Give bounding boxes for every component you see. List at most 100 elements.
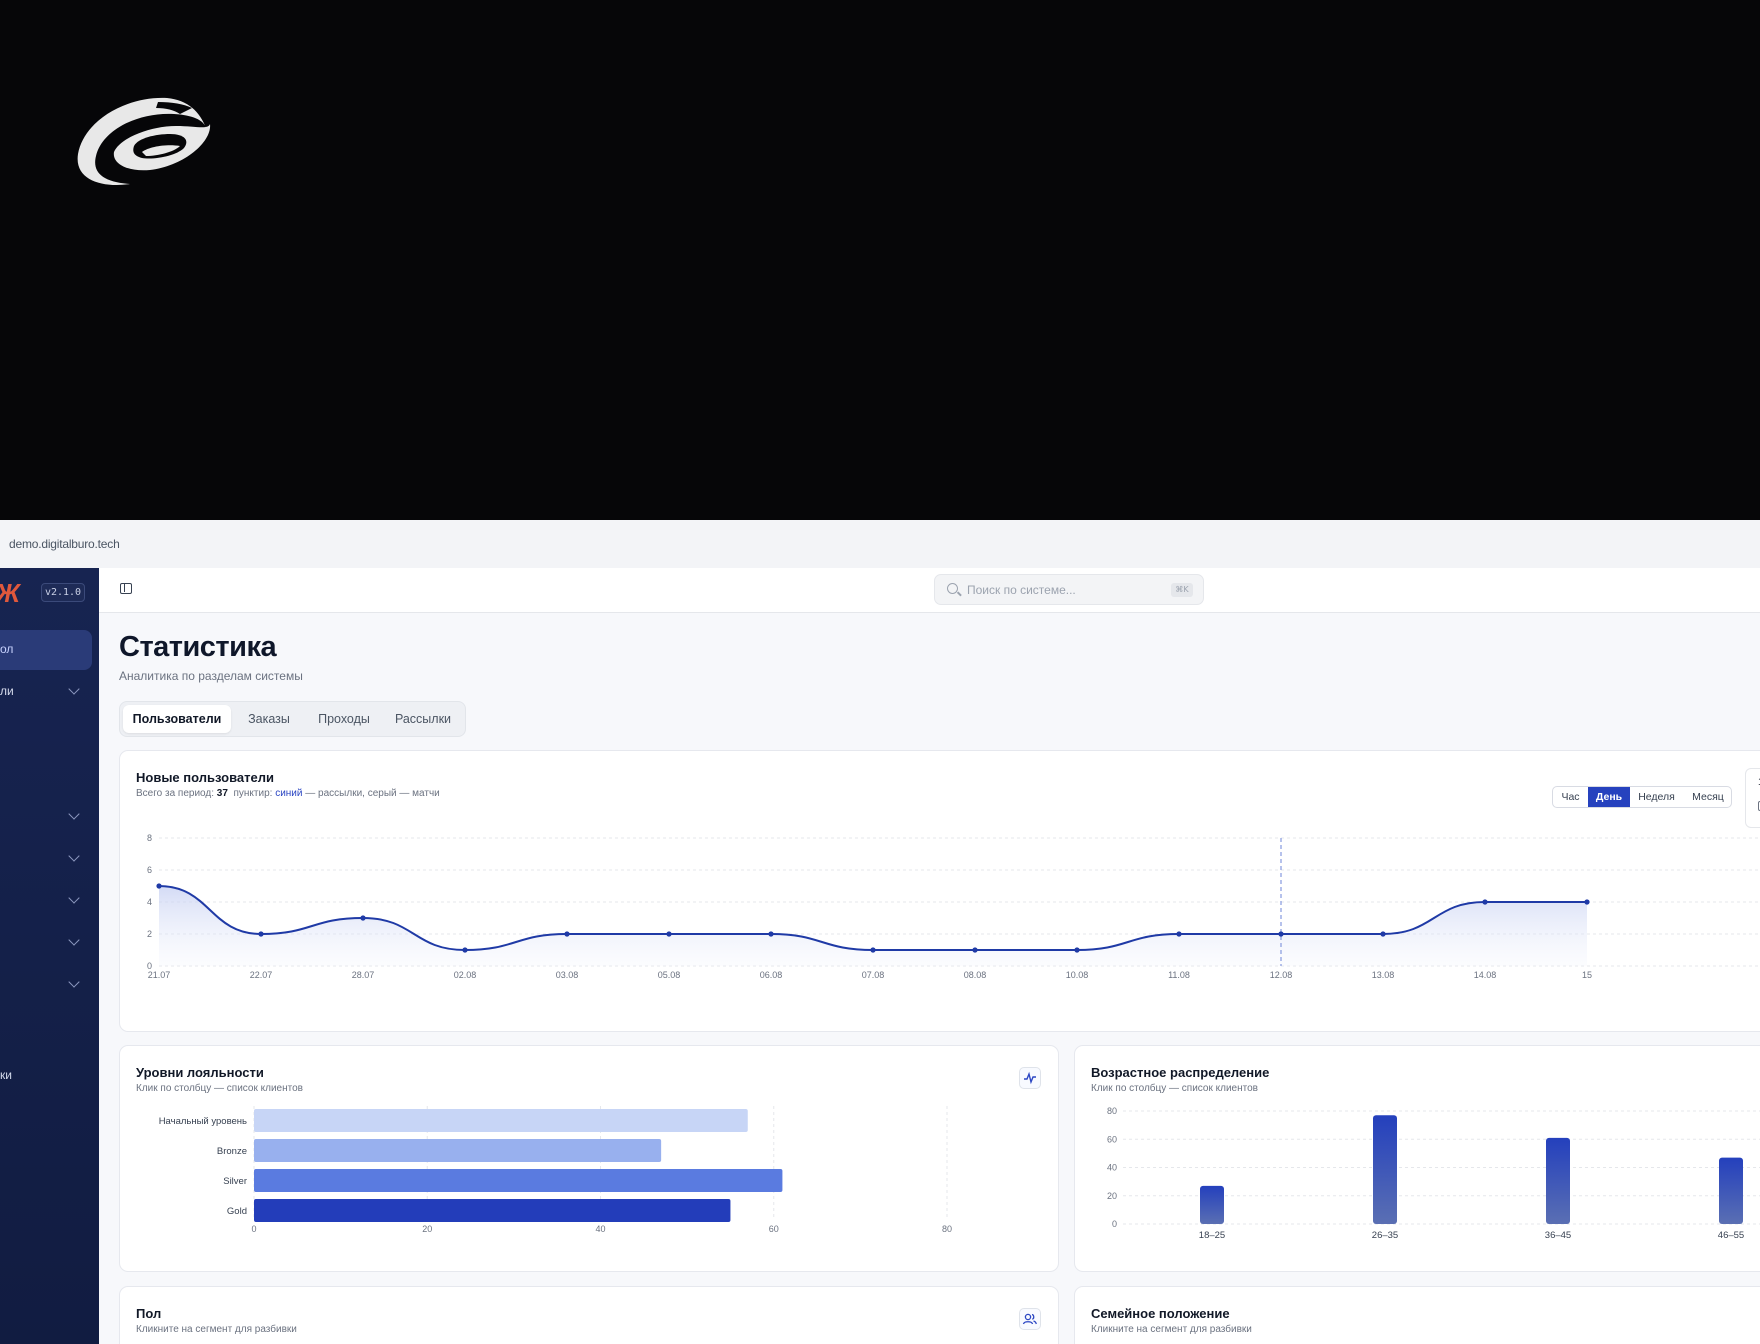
sidebar-item-users[interactable]: ли: [0, 684, 14, 698]
data-point[interactable]: [1074, 947, 1080, 953]
sidebar-toggle-icon[interactable]: [120, 583, 132, 594]
data-point[interactable]: [1482, 899, 1488, 905]
category-label: Gold: [227, 1206, 247, 1217]
sidebar-item-label: ол: [0, 642, 14, 656]
x-tick-label: 08.08: [964, 970, 987, 980]
age-bar[interactable]: [1373, 1115, 1397, 1224]
age-bar-chart[interactable]: 0 20 40 60 80 18–25 26–35 36–45 46–55: [1075, 1106, 1760, 1256]
x-tick-label: 60: [769, 1224, 779, 1234]
data-point[interactable]: [1380, 931, 1386, 937]
chevron-down-icon[interactable]: [68, 892, 80, 904]
x-tick-label: 02.08: [454, 970, 477, 980]
tab-orders[interactable]: Заказы: [248, 712, 290, 726]
activity-icon: [1024, 1071, 1036, 1085]
granularity-month[interactable]: Месяц: [1692, 791, 1724, 803]
range-label: 1 д: [1758, 777, 1760, 788]
y-tick-label: 0: [1112, 1219, 1117, 1229]
card-subtitle: Всего за период: 37 пунктир: синий — рас…: [136, 788, 440, 799]
x-tick-label: 18–25: [1199, 1230, 1225, 1241]
card-title: Семейное положение: [1091, 1306, 1230, 1321]
sidebar-logo[interactable]: Ж: [0, 578, 20, 609]
sidebar-item-active[interactable]: ол: [0, 630, 92, 670]
tab-users[interactable]: Пользователи: [123, 705, 231, 733]
chevron-down-icon[interactable]: [68, 934, 80, 946]
total-value: 37: [216, 788, 228, 799]
chevron-down-icon[interactable]: [68, 850, 80, 862]
chevron-down-icon[interactable]: [68, 808, 80, 820]
data-point[interactable]: [768, 931, 774, 937]
category-label: Начальный уровень: [159, 1116, 247, 1127]
data-point[interactable]: [870, 947, 876, 953]
chevron-down-icon[interactable]: [68, 683, 80, 695]
new-users-line-chart[interactable]: 0 2 4 6 8 21.07 22.07 28.07 02.08 03.08 05.08 06.08…: [120, 831, 1760, 1031]
age-bar[interactable]: [1200, 1185, 1224, 1224]
x-tick-label: 80: [942, 1224, 952, 1234]
date-range-picker[interactable]: 1 д: [1745, 768, 1760, 828]
tab-passes[interactable]: Проходы: [318, 712, 370, 726]
browser-url-bar[interactable]: demo.digitalburo.tech: [0, 520, 1760, 568]
x-tick-label: 10.08: [1066, 970, 1089, 980]
x-tick-label: 15: [1582, 970, 1592, 980]
search-input[interactable]: [967, 581, 1157, 599]
new-users-card: Новые пользователи Всего за период: 37 п…: [119, 750, 1760, 1032]
chart-toggle-button[interactable]: [1019, 1067, 1041, 1089]
family-card: Семейное положение Кликните на сегмент д…: [1074, 1286, 1760, 1344]
granularity-week[interactable]: Неделя: [1638, 791, 1675, 803]
line-area: [159, 886, 1587, 966]
version-badge: v2.1.0: [41, 583, 85, 602]
x-tick-label: 0: [251, 1224, 256, 1234]
search-shortcut: ⌘K: [1171, 583, 1193, 597]
loyalty-bar[interactable]: [254, 1109, 748, 1132]
card-subtitle: Кликните на сегмент для разбивки: [1091, 1324, 1252, 1335]
search-box[interactable]: ⌘K: [934, 574, 1204, 605]
sidebar-item-label: ли: [0, 684, 14, 698]
users-toggle-button[interactable]: [1019, 1308, 1041, 1330]
x-tick-label: 05.08: [658, 970, 681, 980]
data-point[interactable]: [156, 883, 162, 889]
age-bar[interactable]: [1546, 1137, 1570, 1224]
loyalty-bar-chart[interactable]: 0 20 40 60 80 Начальный уровень Bronze Silver Go…: [120, 1106, 1040, 1256]
card-title: Пол: [136, 1306, 162, 1321]
y-tick-label: 80: [1107, 1106, 1117, 1116]
loyalty-bar[interactable]: [254, 1199, 731, 1222]
x-tick-label: 26–35: [1372, 1230, 1398, 1241]
x-tick-label: 11.08: [1168, 970, 1190, 980]
data-point[interactable]: [972, 947, 978, 953]
x-tick-label: 36–45: [1545, 1230, 1571, 1241]
sidebar: Ж v2.1.0 ол ли ки: [0, 568, 99, 1344]
x-tick-label: 28.07: [352, 970, 375, 980]
age-bar[interactable]: [1719, 1157, 1743, 1224]
data-point[interactable]: [564, 931, 570, 937]
card-subtitle: Клик по столбцу — список клиентов: [1091, 1083, 1258, 1094]
data-point[interactable]: [1176, 931, 1182, 937]
search-icon: [947, 583, 958, 594]
data-point[interactable]: [462, 947, 468, 953]
loyalty-bar[interactable]: [254, 1169, 783, 1192]
tab-mailings[interactable]: Рассылки: [394, 712, 452, 726]
card-subtitle: Кликните на сегмент для разбивки: [136, 1324, 297, 1335]
url-text: demo.digitalburo.tech: [9, 537, 120, 551]
y-tick-label: 60: [1107, 1134, 1117, 1144]
sidebar-item-mailings[interactable]: ки: [0, 1068, 12, 1082]
data-point[interactable]: [1278, 931, 1284, 937]
loyalty-bar[interactable]: [254, 1139, 662, 1162]
x-tick-label: 21.07: [148, 970, 171, 980]
card-title: Уровни лояльности: [136, 1065, 264, 1080]
chevron-down-icon[interactable]: [68, 976, 80, 988]
brand-logo-icon: [77, 97, 211, 185]
granularity-switch: Час День Неделя Месяц: [1552, 786, 1732, 808]
granularity-day[interactable]: День: [1588, 787, 1630, 807]
data-point[interactable]: [666, 931, 672, 937]
granularity-hour[interactable]: Час: [1561, 791, 1580, 803]
data-point[interactable]: [360, 915, 366, 921]
y-tick-label: 6: [147, 865, 152, 875]
y-tick-label: 4: [147, 897, 152, 907]
x-tick-label: 03.08: [556, 970, 579, 980]
card-subtitle: Клик по столбцу — список клиентов: [136, 1083, 303, 1094]
data-point[interactable]: [258, 931, 264, 937]
main-content: ⌘K Статистика Аналитика по разделам сист…: [99, 568, 1760, 1344]
x-tick-label: 14.08: [1474, 970, 1497, 980]
data-point[interactable]: [1584, 899, 1590, 905]
sidebar-item-label: ки: [0, 1068, 12, 1082]
x-tick-label: 22.07: [250, 970, 273, 980]
